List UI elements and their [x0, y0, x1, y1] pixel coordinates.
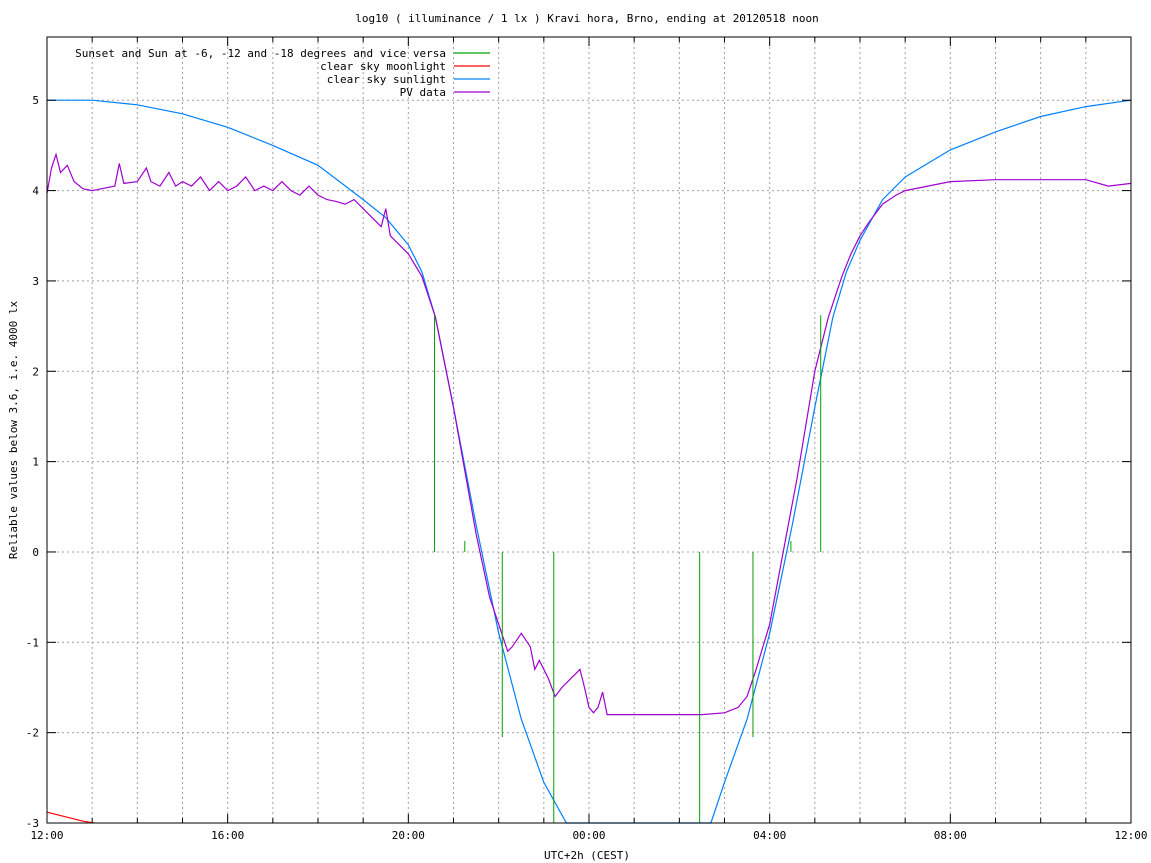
legend-label: Sunset and Sun at -6, -12 and -18 degree…	[75, 47, 446, 60]
y-tick-label: 3	[32, 275, 39, 288]
x-tick-label: 08:00	[934, 829, 967, 842]
legend-label: clear sky sunlight	[327, 73, 446, 86]
y-tick-label: 1	[32, 456, 39, 469]
grid-lines	[47, 37, 1131, 823]
y-tick-label: 2	[32, 365, 39, 378]
sun-event-markers	[434, 315, 822, 823]
series-line-1	[46, 811, 95, 824]
legend-label: PV data	[400, 86, 446, 99]
x-tick-label: 16:00	[211, 829, 244, 842]
x-tick-label: 12:00	[30, 829, 63, 842]
y-tick-label: 0	[32, 546, 39, 559]
x-axis-label: UTC+2h (CEST)	[544, 849, 630, 862]
y-tick-label: -3	[26, 817, 39, 830]
axis-ticks: 12:00 16:00 20:00 00:00 04:00 08:00 12:00-3-2-…	[26, 37, 1148, 842]
y-tick-label: 4	[32, 185, 39, 198]
chart-title: log10 ( illuminance / 1 lx ) Kravi hora,…	[355, 12, 819, 25]
x-tick-label: 12:00	[1114, 829, 1147, 842]
series-line-3	[46, 152, 1132, 716]
x-tick-label: 00:00	[572, 829, 605, 842]
legend-label: clear sky moonlight	[320, 60, 446, 73]
legend: Sunset and Sun at -6, -12 and -18 degree…	[75, 47, 490, 99]
y-tick-label: 5	[32, 94, 39, 107]
x-tick-label: 04:00	[753, 829, 786, 842]
y-tick-label: -2	[26, 727, 39, 740]
series-layer	[46, 99, 1132, 824]
y-axis-label: Reliable values below 3.6, i.e. 4000 lx	[7, 300, 20, 559]
x-tick-label: 20:00	[392, 829, 425, 842]
y-tick-label: -1	[26, 636, 39, 649]
series-line-2	[47, 99, 1132, 824]
